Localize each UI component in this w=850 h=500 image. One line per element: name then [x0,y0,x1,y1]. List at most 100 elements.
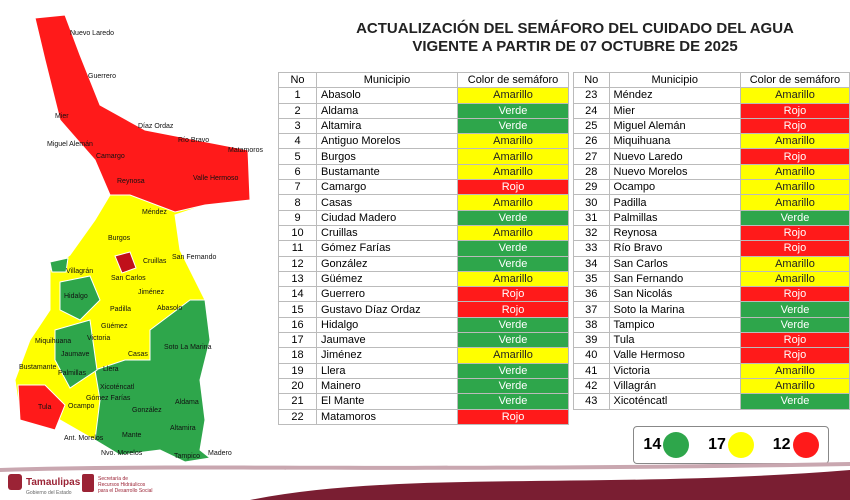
status: Rojo [739,347,850,364]
legend-count: 17 [708,436,726,454]
header-cell: Municipio [316,71,458,89]
municipio: Tampico [608,316,741,334]
row: 14 Guerrero Rojo [278,286,569,303]
status: Amarillo [457,133,569,150]
municipio: Nuevo Laredo [608,148,741,165]
status: Amarillo [739,255,850,272]
row-number: 29 [573,179,610,196]
status: Amarillo [739,270,850,288]
status: Rojo [739,102,850,119]
row: 9 Ciudad Madero Verde [278,209,569,226]
row: 28 Nuevo Morelos Amarillo [573,163,850,181]
row-number: 12 [278,255,317,272]
row: 30 Padilla Amarillo [573,194,850,211]
municipio: Camargo [316,179,458,196]
region-red [17,384,66,431]
map-label: Río Bravo [178,137,209,144]
status: Rojo [457,286,569,303]
map-label: Padilla [110,306,131,313]
row: 23 Méndez Amarillo [573,87,850,104]
row: 15 Gustavo Díaz Ordaz Rojo [278,301,569,318]
legend-item: 14 [643,432,690,458]
row: 24 Mier Rojo [573,102,850,119]
status: Verde [739,393,850,410]
map-label: Bustamante [19,364,56,371]
footer-wave [250,470,850,500]
row-number: 35 [573,270,610,288]
status: Verde [457,393,569,410]
header-cell: No [278,71,317,89]
row-number: 42 [573,377,610,395]
row-number: 21 [278,393,317,410]
row: 42 Villagrán Amarillo [573,377,850,395]
map-label: Guerrero [88,73,116,80]
row: 18 Jiménez Amarillo [278,347,569,364]
map-label: Gómez Farías [86,395,131,402]
map-label: Tampico [174,453,200,460]
row-number: 20 [278,377,317,395]
legend-dot [663,432,690,458]
status: Amarillo [739,163,850,181]
row-number: 15 [278,301,317,318]
region-red [114,251,137,274]
row-number: 18 [278,347,317,364]
row: 10 Cruillas Amarillo [278,224,569,242]
status: Verde [739,209,850,226]
row-number: 22 [278,408,317,425]
status: Verde [457,255,569,272]
row-number: 9 [278,209,317,226]
municipio: Jaumave [316,332,458,349]
map-label: Casas [128,351,148,358]
row: 36 San Nicolás Rojo [573,286,850,303]
row-number: 31 [573,209,610,226]
row-number: 17 [278,332,317,349]
row-number: 23 [573,87,610,104]
map-label: Mier [55,113,69,120]
header-cell: Color de semáforo [457,71,569,89]
row-number: 41 [573,362,610,379]
status: Verde [457,117,569,135]
municipio: González [316,255,458,272]
status: Verde [457,332,569,349]
map-label: Díaz Ordaz [138,123,174,130]
row: 19 Llera Verde [278,362,569,379]
row: 21 El Mante Verde [278,393,569,410]
header-row: No Municipio Color de semáforo [278,71,569,89]
legend-count: 14 [643,436,662,454]
row: 3 Altamira Verde [278,117,569,135]
municipio: Burgos [316,148,458,165]
municipio: Ocampo [608,179,741,196]
status: Verde [457,362,569,379]
row-number: 10 [278,224,317,242]
map-label: Reynosa [117,178,145,185]
map-label: Méndez [142,209,167,216]
row-number: 25 [573,117,610,135]
map-label: Aldama [175,399,199,406]
legend-count: 12 [772,436,791,454]
row-number: 5 [278,148,317,165]
municipio: San Carlos [608,255,741,272]
legend-dot [792,432,819,458]
municipio: Xicoténcatl [608,393,741,410]
row: 29 Ocampo Amarillo [573,179,850,196]
row-number: 39 [573,332,610,349]
municipio: Nuevo Morelos [608,163,741,181]
row: 8 Casas Amarillo [278,194,569,211]
status: Amarillo [457,163,569,181]
row-number: 28 [573,163,610,181]
row: 22 Matamoros Rojo [278,408,569,425]
map-label: Miguel Alemán [47,141,93,148]
map-label: Xicoténcatl [100,384,135,391]
map-label: Camargo [96,153,125,160]
status: Rojo [739,117,850,135]
status: Amarillo [457,87,569,104]
status: Amarillo [739,362,850,379]
row-number: 2 [278,102,317,119]
legend-dot [727,432,754,458]
state-map: Nuevo Laredo Guerrero Mier Miguel AlemánCam… [14,14,264,463]
row: 41 Victoria Amarillo [573,362,850,379]
status: Verde [457,209,569,226]
status: Amarillo [739,194,850,211]
row: 1 Abasolo Amarillo [278,87,569,104]
row: 38 Tampico Verde [573,316,850,334]
